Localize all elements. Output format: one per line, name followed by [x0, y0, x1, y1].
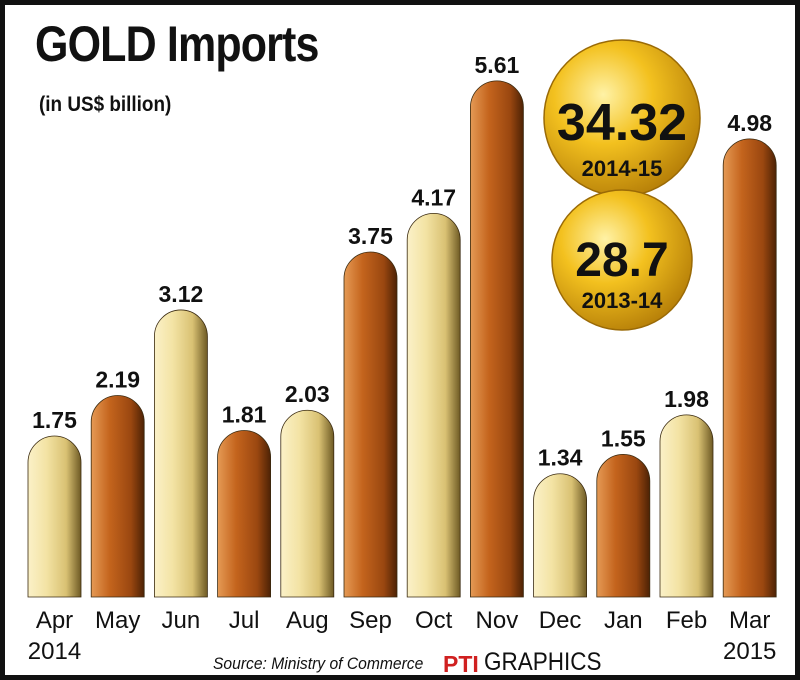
category-label: Dec	[539, 607, 582, 634]
coin-year: 2013-14	[582, 288, 664, 313]
coin-value: 34.32	[557, 94, 687, 152]
bar-jan	[596, 454, 651, 598]
bar-chart: 1.75 Apr 2.19 May 3.12 Jun 1.81 Jul 2.03 Aug 3.75 S…	[27, 39, 777, 665]
category-label: Jan	[604, 607, 643, 634]
bar-dec	[533, 473, 587, 598]
value-label: 1.34	[538, 445, 583, 471]
category-label: Nov	[476, 607, 519, 634]
value-label: 1.55	[601, 425, 646, 451]
year-label: 2015	[723, 638, 776, 665]
bars-layer: 1.75 Apr 2.19 May 3.12 Jun 1.81 Jul 2.03 Aug 3.75 S…	[27, 52, 777, 665]
category-label: Apr	[36, 607, 73, 634]
category-label: Sep	[349, 607, 392, 634]
bar-aug	[280, 409, 335, 598]
value-label: 3.75	[348, 223, 393, 249]
category-label: Feb	[666, 607, 707, 634]
source-note: Source: Ministry of Commerce	[213, 654, 424, 673]
bar-feb	[659, 414, 714, 598]
bar-nov	[470, 80, 524, 598]
pti-logo: PTI	[443, 651, 479, 675]
category-label: Mar	[729, 607, 770, 634]
category-label: Aug	[286, 607, 329, 634]
coin-year: 2014-15	[582, 156, 663, 181]
value-label: 5.61	[475, 52, 520, 78]
value-label: 1.81	[222, 401, 267, 427]
bar-apr	[27, 435, 82, 598]
bar-jun	[154, 309, 208, 598]
chart-subtitle: (in US$ billion)	[39, 93, 172, 116]
bar-sep	[343, 251, 398, 598]
coin-badge-2013-14	[551, 189, 693, 331]
graphics-credit: GRAPHICS	[484, 648, 602, 676]
category-label: Jul	[229, 607, 260, 634]
bar-may	[90, 395, 145, 598]
coin-value: 28.7	[575, 234, 668, 287]
value-label: 2.19	[95, 367, 140, 393]
value-label: 4.98	[727, 110, 772, 136]
category-label: May	[95, 607, 140, 634]
bar-jul	[217, 430, 271, 598]
value-label: 3.12	[159, 281, 204, 307]
bar-oct	[406, 212, 461, 598]
svg-text:PTI: PTI	[443, 651, 479, 675]
category-label: Oct	[415, 607, 453, 634]
value-label: 1.75	[32, 407, 77, 433]
category-label: Jun	[162, 607, 201, 634]
value-label: 4.17	[411, 184, 456, 210]
chart-title: GOLD Imports	[35, 16, 319, 72]
bar-mar	[722, 138, 777, 598]
value-label: 1.98	[664, 386, 709, 412]
value-label: 2.03	[285, 381, 330, 407]
year-label: 2014	[28, 638, 81, 665]
